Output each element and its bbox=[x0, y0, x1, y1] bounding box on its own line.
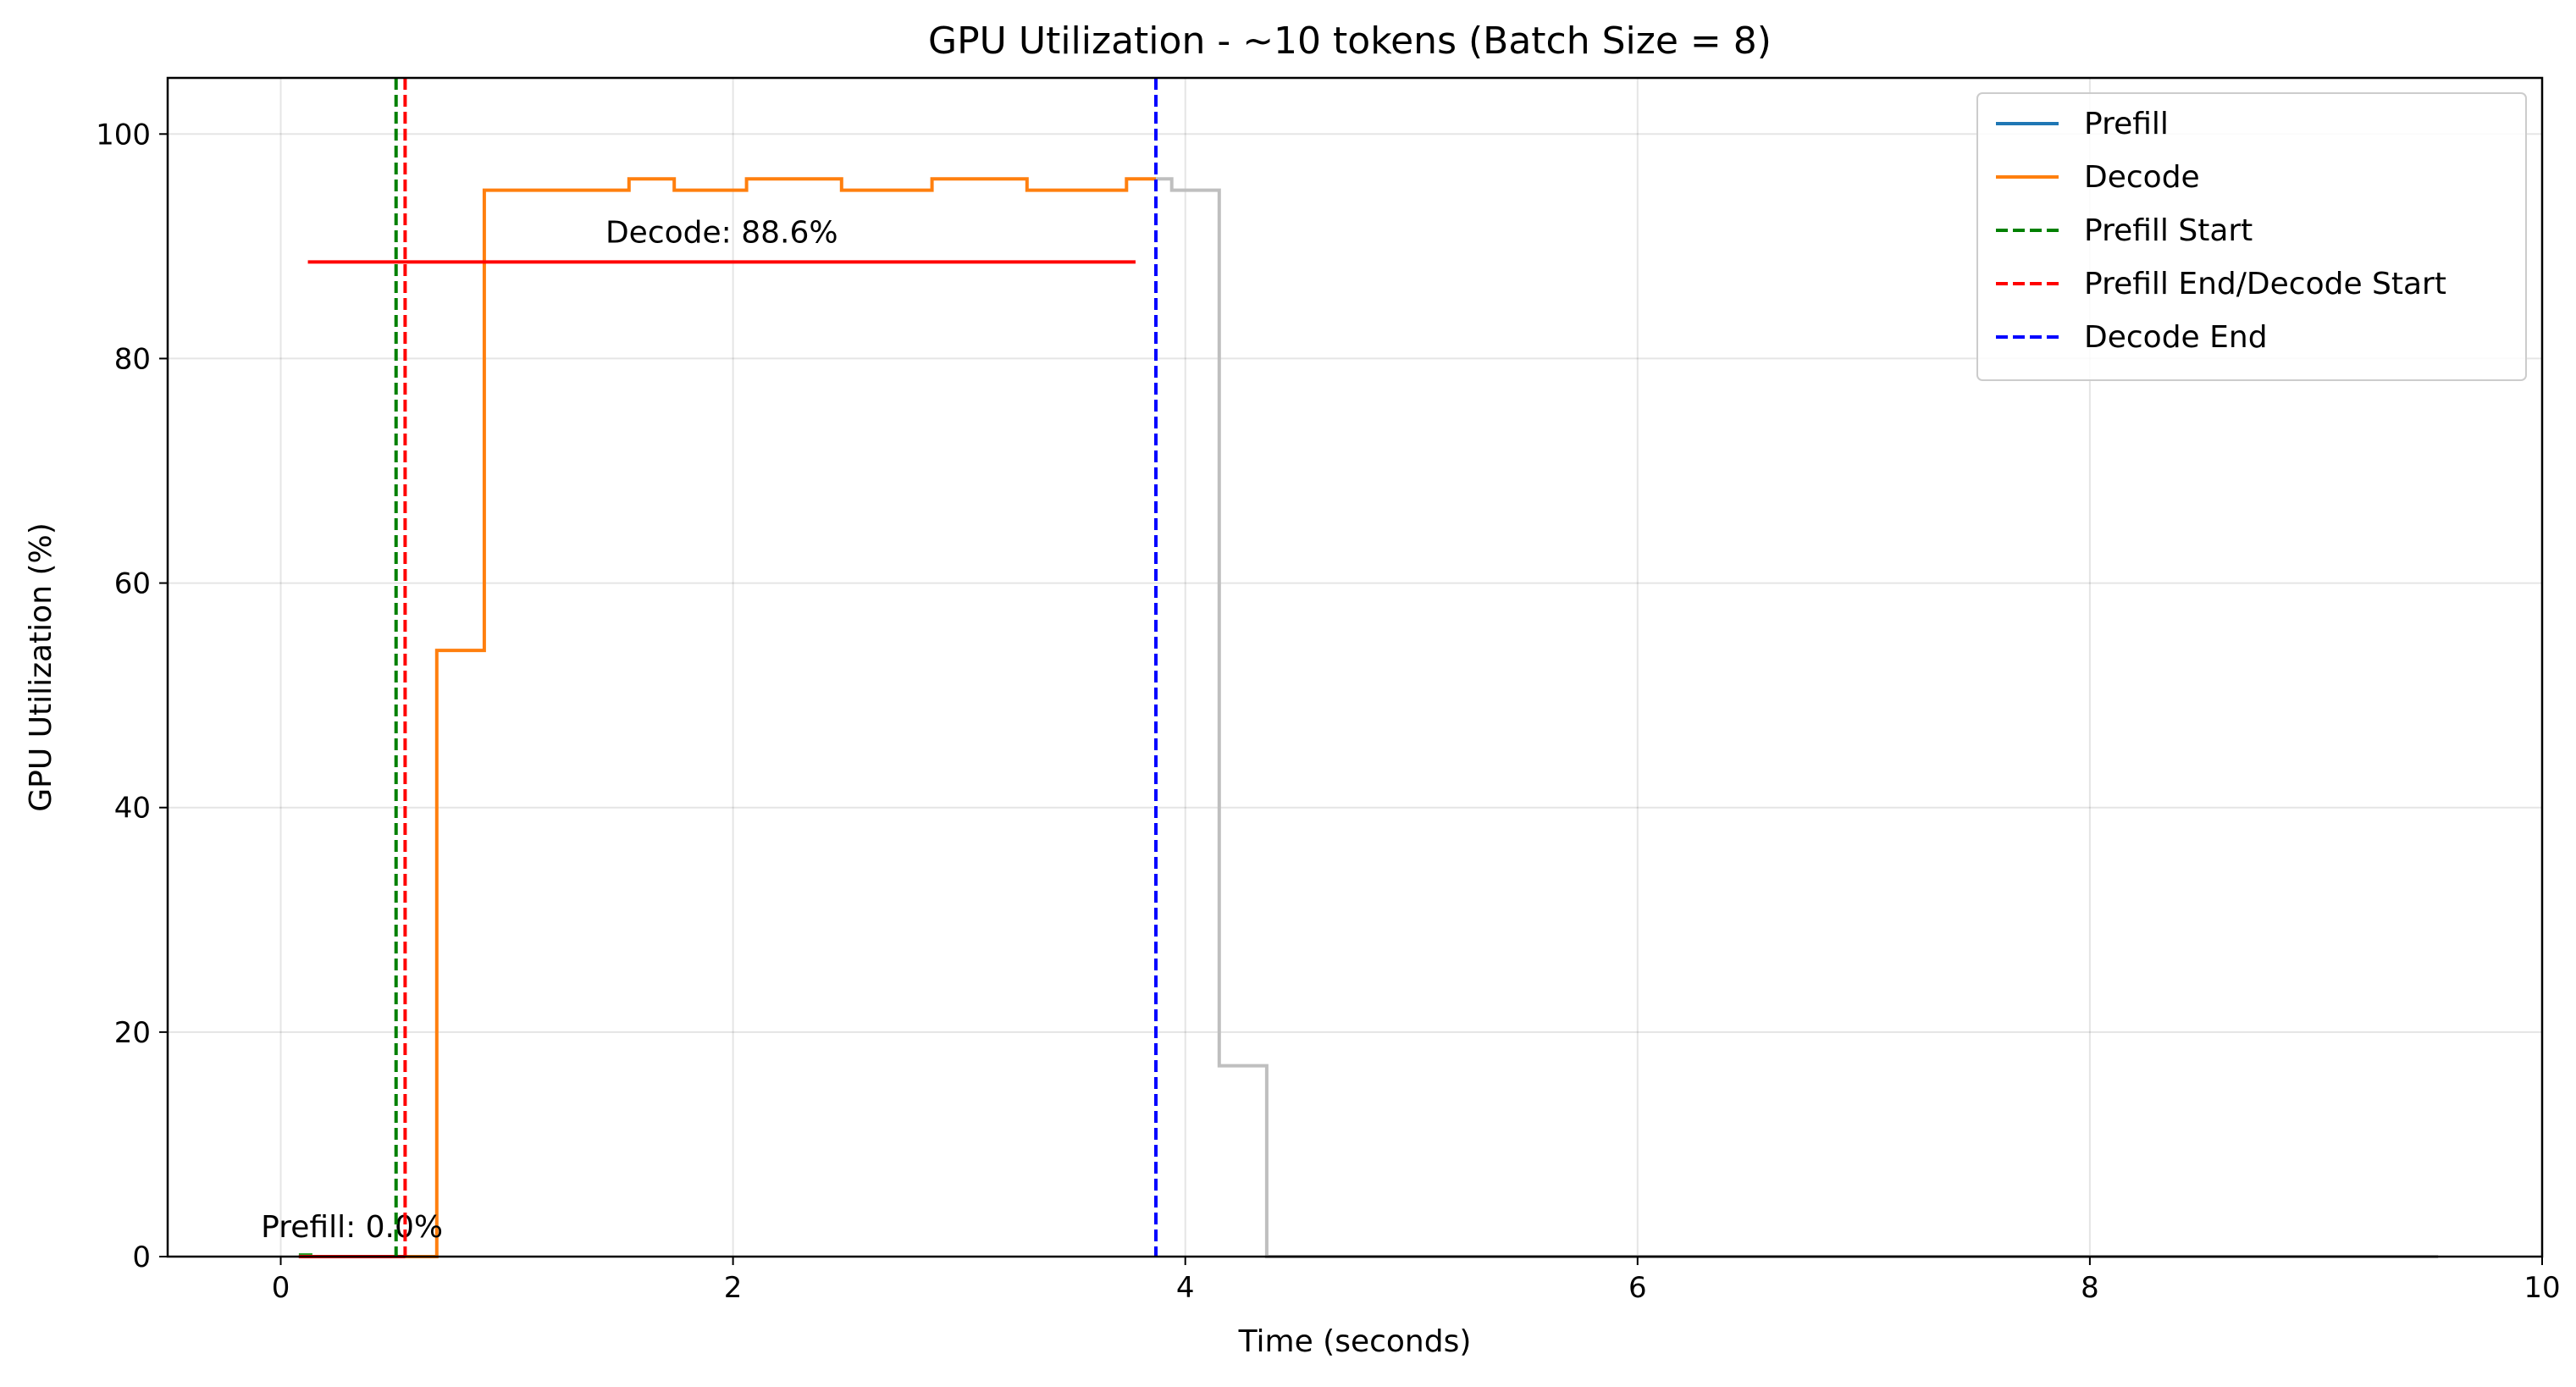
x-tick-label: 4 bbox=[1176, 1271, 1195, 1305]
series-line-decode bbox=[405, 177, 1156, 1258]
series-line-unlabeled bbox=[1156, 177, 2439, 1258]
x-tick-label: 2 bbox=[724, 1271, 743, 1305]
legend-entry-label: Prefill End/Decode Start bbox=[2084, 267, 2446, 301]
y-tick-label: 100 bbox=[96, 118, 151, 152]
chart-title: GPU Utilization - ~10 tokens (Batch Size… bbox=[928, 19, 1772, 63]
y-tick-label: 60 bbox=[114, 567, 151, 601]
legend-box bbox=[1976, 92, 2527, 381]
average-label: Decode: 88.6% bbox=[605, 215, 838, 250]
legend-entry-label: Prefill bbox=[2084, 107, 2169, 141]
x-tick-label: 0 bbox=[272, 1271, 290, 1305]
x-axis-label: Time (seconds) bbox=[1238, 1324, 1472, 1359]
y-axis-label: GPU Utilization (%) bbox=[24, 522, 58, 812]
y-tick-label: 20 bbox=[114, 1016, 151, 1050]
y-tick-label: 40 bbox=[114, 792, 151, 826]
plot-frame bbox=[166, 76, 2544, 1258]
x-tick-label: 6 bbox=[1628, 1271, 1647, 1305]
x-tick-label: 10 bbox=[2523, 1271, 2560, 1305]
legend-entry-label: Decode bbox=[2084, 160, 2200, 195]
legend-entry-label: Decode End bbox=[2084, 320, 2268, 355]
plot-area: Decode: 88.6% Prefill: 0.0% bbox=[261, 78, 2439, 1258]
y-tick-label: 80 bbox=[114, 342, 151, 376]
x-tick-label: 8 bbox=[2081, 1271, 2099, 1305]
y-tick-label: 0 bbox=[132, 1241, 151, 1274]
average-label: Prefill: 0.0% bbox=[261, 1210, 443, 1245]
legend: Prefill Decode Prefill Start Prefill End/De… bbox=[1976, 92, 2527, 381]
legend-entry-label: Prefill Start bbox=[2084, 213, 2253, 248]
